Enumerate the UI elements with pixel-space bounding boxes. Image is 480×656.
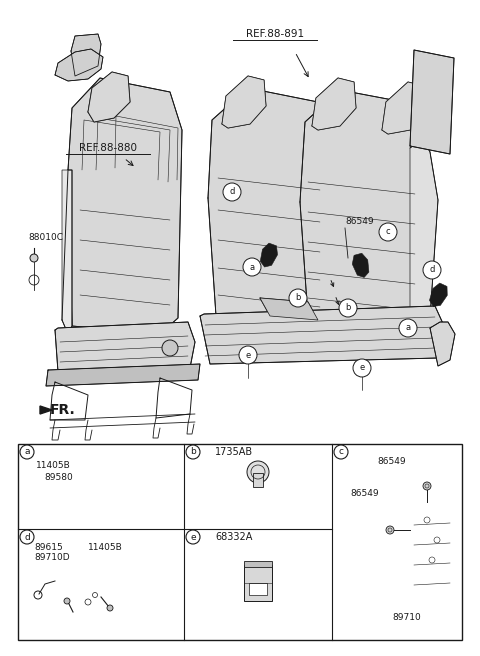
Text: 86549: 86549: [350, 489, 379, 499]
Polygon shape: [55, 49, 103, 81]
Circle shape: [20, 530, 34, 544]
Bar: [244, 565, 272, 601]
Polygon shape: [430, 283, 447, 306]
Text: b: b: [295, 293, 300, 302]
Text: a: a: [406, 323, 410, 333]
Polygon shape: [88, 72, 130, 122]
Polygon shape: [208, 88, 328, 320]
Text: FR.: FR.: [50, 403, 76, 417]
Circle shape: [399, 319, 417, 337]
Text: a: a: [24, 447, 30, 457]
Text: 89580: 89580: [44, 474, 73, 483]
Text: 89615: 89615: [34, 543, 63, 552]
Text: a: a: [250, 262, 254, 272]
Circle shape: [379, 223, 397, 241]
Text: 88010C: 88010C: [28, 234, 63, 243]
Text: e: e: [360, 363, 365, 373]
Circle shape: [223, 183, 241, 201]
Circle shape: [64, 598, 70, 604]
Circle shape: [239, 346, 257, 364]
Polygon shape: [382, 82, 426, 134]
Text: b: b: [190, 447, 196, 457]
Circle shape: [162, 340, 178, 356]
Text: c: c: [338, 447, 344, 457]
Text: 89710: 89710: [393, 613, 421, 623]
Text: d: d: [429, 266, 435, 274]
Circle shape: [93, 592, 97, 598]
Polygon shape: [68, 78, 182, 334]
Circle shape: [30, 254, 38, 262]
Polygon shape: [46, 364, 200, 386]
Text: 68332A: 68332A: [216, 532, 252, 542]
Circle shape: [423, 482, 431, 490]
Text: e: e: [190, 533, 196, 541]
Bar: [249, 583, 267, 595]
Text: 11405B: 11405B: [88, 543, 123, 552]
Polygon shape: [410, 142, 438, 330]
Circle shape: [429, 557, 435, 563]
Circle shape: [186, 445, 200, 459]
Bar: [18, 444, 462, 640]
Polygon shape: [40, 406, 52, 414]
Text: 86549: 86549: [377, 457, 406, 466]
Circle shape: [107, 605, 113, 611]
Circle shape: [186, 530, 200, 544]
Polygon shape: [222, 76, 266, 128]
Text: b: b: [345, 304, 351, 312]
Polygon shape: [260, 243, 277, 267]
Text: e: e: [245, 350, 251, 359]
Circle shape: [339, 299, 357, 317]
Circle shape: [289, 289, 307, 307]
Circle shape: [424, 517, 430, 523]
Polygon shape: [300, 90, 425, 322]
Polygon shape: [200, 306, 445, 364]
Text: 11405B: 11405B: [36, 462, 71, 470]
Polygon shape: [55, 322, 195, 372]
Text: d: d: [229, 188, 235, 197]
Circle shape: [434, 537, 440, 543]
Text: 86549: 86549: [345, 218, 373, 226]
Polygon shape: [312, 78, 356, 130]
Circle shape: [243, 258, 261, 276]
Circle shape: [20, 445, 34, 459]
Circle shape: [334, 445, 348, 459]
Polygon shape: [260, 298, 318, 320]
Polygon shape: [62, 170, 72, 334]
Bar: [253, 473, 263, 487]
Circle shape: [85, 599, 91, 605]
Polygon shape: [410, 50, 454, 154]
Text: d: d: [24, 533, 30, 541]
Text: c: c: [386, 228, 390, 237]
Bar: [244, 561, 272, 567]
Text: REF.88-891: REF.88-891: [246, 29, 304, 39]
Text: 89710D: 89710D: [34, 554, 70, 562]
Polygon shape: [430, 322, 455, 366]
Text: REF.88-880: REF.88-880: [79, 143, 137, 153]
Polygon shape: [352, 253, 369, 277]
Circle shape: [423, 261, 441, 279]
Polygon shape: [71, 34, 101, 76]
Circle shape: [247, 461, 269, 483]
Circle shape: [353, 359, 371, 377]
Circle shape: [386, 526, 394, 534]
Text: 1735AB: 1735AB: [215, 447, 253, 457]
